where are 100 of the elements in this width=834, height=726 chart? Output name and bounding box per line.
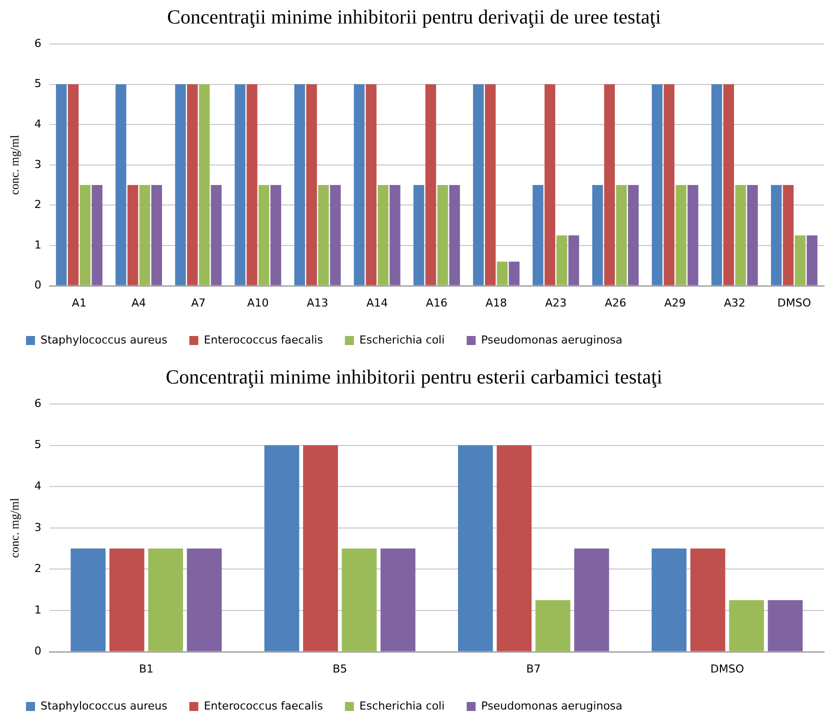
y-tick-label: 2: [34, 198, 42, 212]
bar: [806, 235, 818, 286]
chart-title: Concentraţii minime inhibitorii pentru esterii carbamici testaţi: [166, 366, 663, 388]
bar: [109, 548, 144, 652]
bar: [380, 548, 416, 652]
bar: [413, 185, 424, 286]
bar: [496, 262, 508, 286]
bar: [246, 84, 258, 286]
bar: [92, 185, 102, 286]
bar: [735, 185, 746, 286]
bar: [303, 445, 338, 652]
bar: [234, 84, 246, 286]
bar: [604, 84, 615, 286]
bar: [473, 84, 484, 286]
bar: [56, 84, 67, 286]
y-tick-label: 5: [34, 438, 42, 452]
bar: [425, 84, 436, 286]
x-tick-label: A13: [306, 296, 328, 310]
legend-label: Staphylococcus aureus: [40, 699, 168, 712]
bar: [794, 235, 806, 286]
bar: [747, 185, 758, 286]
bar: [186, 548, 222, 652]
bar: [270, 185, 282, 286]
bar: [616, 185, 627, 286]
bar: [711, 84, 722, 286]
bar: [151, 185, 162, 286]
bar: [330, 185, 341, 286]
bar: [449, 185, 460, 286]
bar: [652, 84, 663, 286]
y-tick-label: 0: [34, 644, 42, 658]
legend-label: Enterococcus faecalis: [204, 699, 324, 712]
bar: [354, 84, 365, 286]
x-tick-label: A23: [545, 296, 567, 310]
bar: [264, 445, 300, 652]
bar: [723, 84, 734, 286]
x-tick-label: A32: [724, 296, 746, 310]
bar: [139, 185, 150, 286]
x-tick-label: A18: [486, 296, 508, 310]
bar: [652, 548, 687, 652]
bar: [366, 84, 377, 286]
bar: [535, 600, 570, 652]
y-tick-label: 4: [34, 117, 42, 130]
y-tick-label: 3: [34, 158, 42, 171]
y-axis-title: conc. mg/ml: [7, 497, 22, 558]
bar: [574, 548, 610, 652]
bar: [568, 235, 580, 286]
bar: [390, 185, 400, 286]
legend-label: Escherichia coli: [359, 333, 445, 346]
x-tick-label: B7: [526, 662, 541, 676]
bar: [532, 185, 544, 286]
bar: [127, 185, 138, 286]
y-tick-label: 2: [34, 562, 42, 576]
bar: [592, 185, 603, 286]
x-tick-label: A14: [366, 296, 388, 310]
x-tick-label: A16: [426, 296, 448, 310]
bar: [688, 185, 698, 286]
bar: [768, 600, 803, 652]
y-tick-label: 1: [34, 603, 42, 616]
legend-label: Pseudomonas aeruginosa: [481, 333, 622, 346]
x-tick-label: A26: [604, 296, 626, 310]
bar: [116, 84, 126, 286]
bar: [68, 84, 79, 286]
y-tick-label: 5: [34, 77, 42, 90]
x-tick-label: DMSO: [777, 296, 812, 310]
bar: [458, 445, 493, 652]
bar: [318, 185, 329, 286]
bar: [676, 185, 686, 286]
y-tick-label: 4: [34, 479, 42, 492]
legend-label: Escherichia coli: [359, 699, 445, 712]
bar: [690, 548, 726, 652]
bar: [770, 185, 782, 286]
x-tick-label: A29: [664, 296, 686, 310]
bar: [782, 185, 794, 286]
bar: [729, 600, 764, 652]
bar: [175, 84, 186, 286]
bar: [544, 84, 556, 286]
y-tick-label: 3: [34, 520, 42, 534]
x-tick-label: B1: [138, 662, 154, 676]
x-tick-label: A4: [132, 296, 146, 310]
bar: [664, 84, 674, 286]
bar: [484, 84, 496, 286]
bar: [496, 445, 532, 652]
legend-label: Pseudomonas aeruginosa: [481, 699, 622, 712]
y-tick-label: 0: [34, 278, 42, 292]
legend-label: Staphylococcus aureus: [40, 333, 168, 346]
bar: [437, 185, 448, 286]
x-tick-label: A10: [247, 296, 269, 310]
x-tick-label: B5: [332, 662, 348, 676]
bar: [556, 235, 568, 286]
x-tick-label: A1: [72, 296, 86, 310]
y-tick-label: 1: [34, 238, 42, 252]
bar: [148, 548, 184, 652]
legend-label: Enterococcus faecalis: [204, 333, 324, 346]
bar: [342, 548, 377, 652]
bar: [187, 84, 198, 286]
y-tick-label: 6: [34, 36, 42, 50]
bar: [294, 84, 306, 286]
y-axis-title: conc. mg/ml: [7, 134, 22, 195]
bar: [508, 262, 520, 286]
chart-title: Concentraţii minime inhibitorii pentru derivaţii de uree testaţi: [167, 6, 662, 28]
